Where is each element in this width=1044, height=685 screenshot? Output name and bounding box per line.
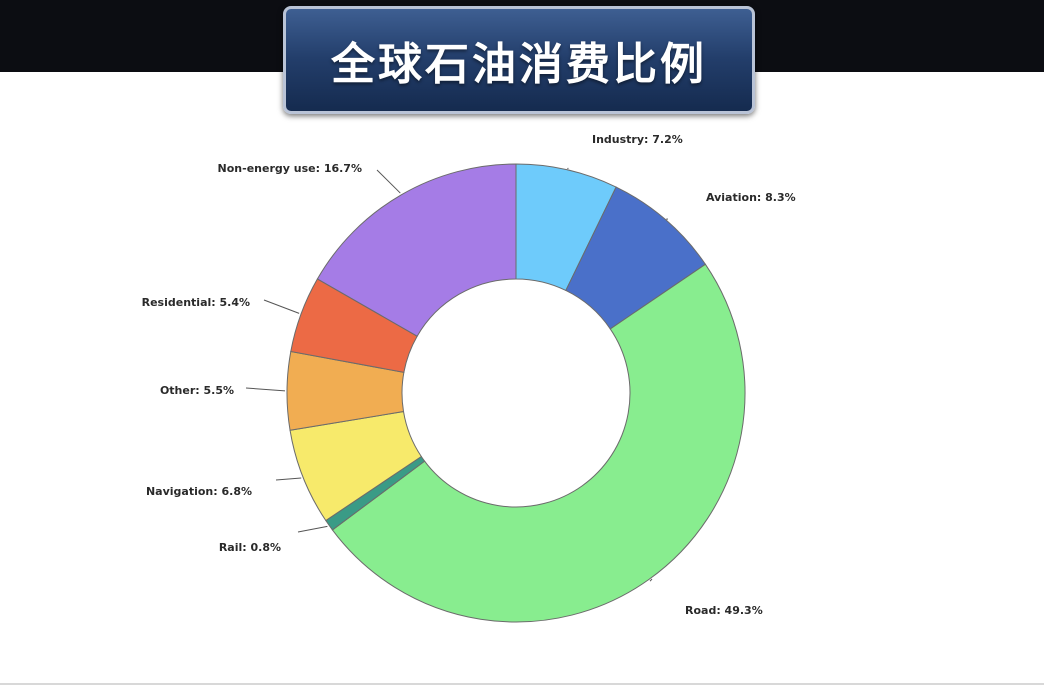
leader-line [275,477,302,481]
bottom-divider [0,683,1044,685]
chart-title: 全球石油消费比例 [331,39,707,90]
leader-line [376,169,401,194]
slice-label: Non-energy use: 16.7% [218,162,362,175]
slice-label: Residential: 5.4% [142,296,250,309]
leader-line [649,578,653,582]
slice-label: Other: 5.5% [160,384,234,397]
leader-line [297,525,328,533]
leader-line [263,299,300,314]
slice-label: Industry: 7.2% [592,133,683,146]
slice-non-energy-use [316,163,517,337]
slice-label: Navigation: 6.8% [146,485,252,498]
leader-line [245,387,286,392]
slice-label: Rail: 0.8% [219,541,281,554]
slice-road [331,263,746,623]
title-banner: 全球石油消费比例 [283,6,755,114]
slice-label: Road: 49.3% [685,604,763,617]
slice-label: Aviation: 8.3% [706,191,796,204]
